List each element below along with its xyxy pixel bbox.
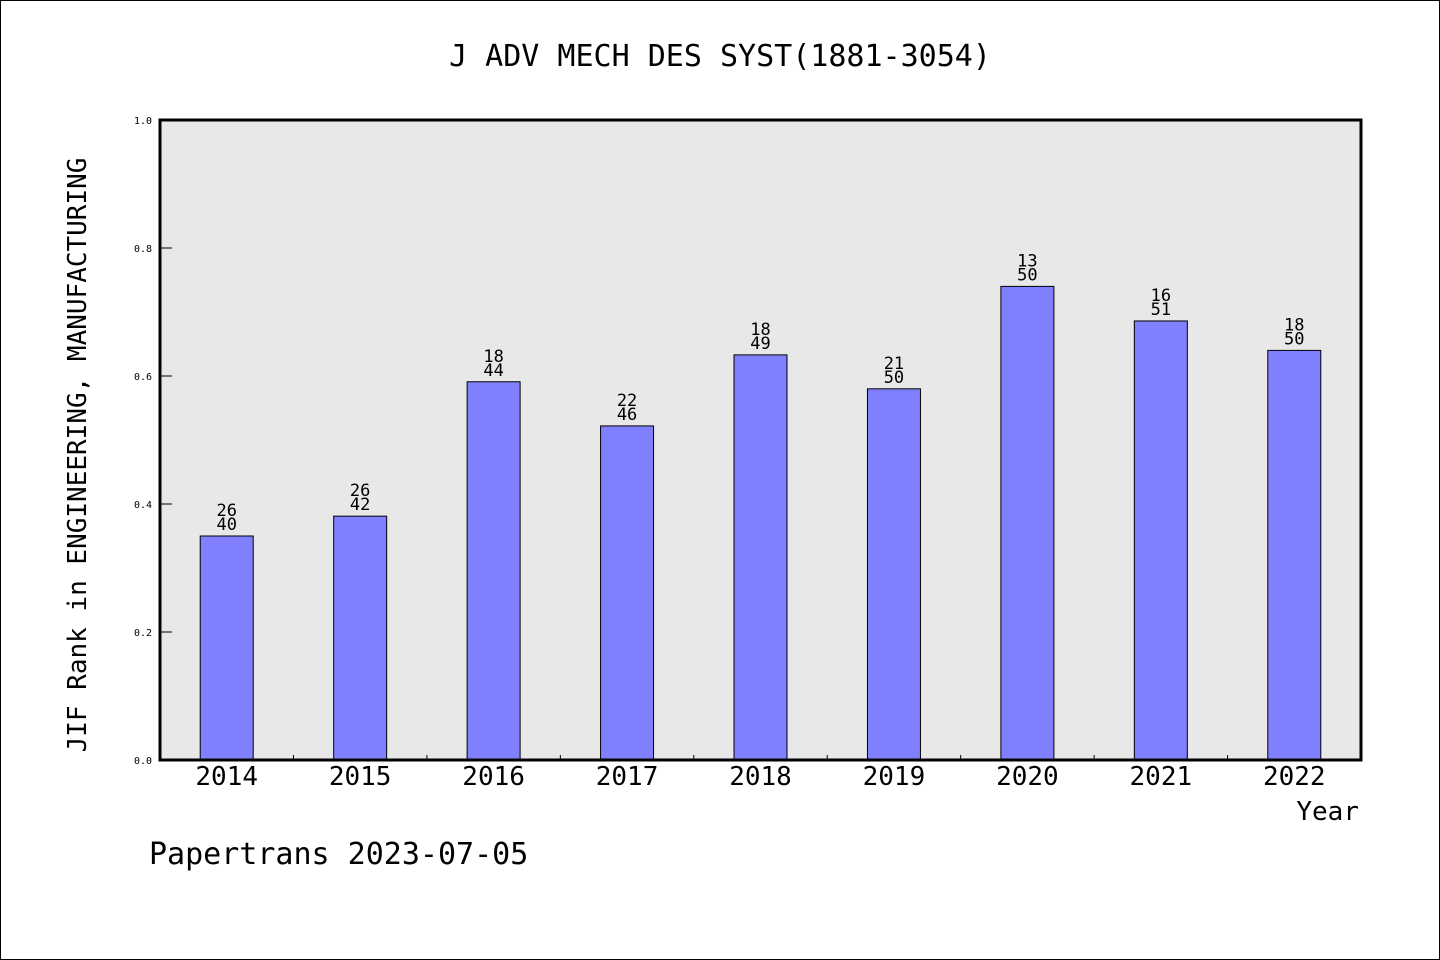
bar-total-label: 50 — [1284, 329, 1304, 349]
y-tick-label: 1.0 — [134, 116, 152, 127]
bar-2022 — [1267, 349, 1322, 761]
y-axis: 0.0 0.2 0.4 0.6 0.8 1.0 — [134, 116, 172, 767]
bar-rank-label: 18 — [1284, 315, 1304, 335]
bar-rank-label: 16 — [1151, 286, 1171, 306]
bar-total-label: 40 — [216, 515, 236, 535]
bar-rank-label: 26 — [216, 501, 236, 521]
bar-2021 — [1133, 320, 1188, 761]
bar-2020 — [1000, 285, 1055, 761]
bar-rank-label: 18 — [750, 320, 770, 340]
y-tick-label: 0.4 — [134, 500, 152, 511]
footer-credit: Papertrans 2023-07-05 — [149, 837, 528, 872]
bar-total-label: 50 — [1017, 265, 1037, 285]
bar-rank-label: 18 — [483, 347, 503, 367]
bar-total-label: 49 — [750, 334, 770, 354]
bar-total-label: 46 — [617, 405, 637, 425]
bar-2016 — [466, 381, 521, 761]
x-tick-label: 2014 — [195, 762, 258, 792]
x-tick-label: 2015 — [329, 762, 392, 792]
x-tick-label: 2017 — [596, 762, 659, 792]
bar-2015 — [333, 515, 388, 761]
bar-2017 — [600, 425, 655, 761]
y-tick-label: 0.6 — [134, 372, 152, 383]
y-tick-label: 0.8 — [134, 244, 152, 255]
x-tick-label: 2021 — [1130, 762, 1193, 792]
bar-total-label: 50 — [884, 368, 904, 388]
bar-series — [199, 285, 1322, 761]
x-axis-label: Year — [1296, 797, 1359, 827]
bar-2014 — [199, 535, 254, 761]
bar-rank-label: 21 — [884, 354, 904, 374]
chart-title: J ADV MECH DES SYST(1881-3054) — [449, 39, 991, 74]
bar-total-label: 44 — [483, 361, 503, 381]
x-tick-label: 2020 — [996, 762, 1059, 792]
x-tick-label: 2016 — [462, 762, 525, 792]
bar-rank-label: 22 — [617, 391, 637, 411]
x-tick-label: 2022 — [1263, 762, 1326, 792]
y-axis-label: JIF Rank in ENGINEERING, MANUFACTURING — [63, 158, 93, 753]
x-tick-label: 2018 — [729, 762, 792, 792]
bar-total-label: 51 — [1151, 300, 1171, 320]
bar-rank-label: 13 — [1017, 251, 1037, 271]
x-tick-label: 2019 — [863, 762, 926, 792]
y-tick-label: 0.0 — [134, 756, 152, 767]
y-tick-label: 0.2 — [134, 628, 152, 639]
plot-border — [158, 118, 1363, 762]
x-axis: 2014 2015 2016 2017 2018 2019 2020 2021 2022 — [195, 755, 1326, 792]
bar-2018 — [733, 354, 788, 761]
bar-total-label: 42 — [350, 495, 370, 515]
bar-rank-label: 26 — [350, 481, 370, 501]
bar-2019 — [866, 388, 921, 761]
